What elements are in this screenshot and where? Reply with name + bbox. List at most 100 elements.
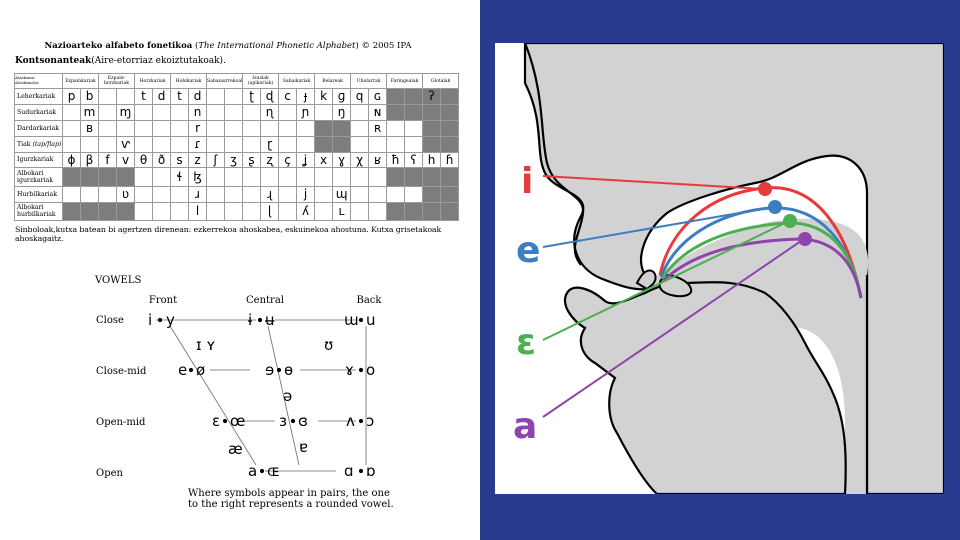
symbol-cell	[314, 201, 334, 222]
row-label-text: Igurzkariak	[17, 156, 54, 164]
col-header: Izuslak (apikariak)	[242, 73, 280, 89]
vowel-unrounded: e	[178, 361, 187, 379]
symbol-cell: θ	[134, 151, 154, 169]
symbol-cell: j	[296, 185, 316, 203]
ipa-title: Nazioarteko alfabeto fonetikoa (The Inte…	[0, 41, 456, 51]
consonant-header-row: Ahoskunea Ahoskamolea Ezpainkariak Ezpai…	[14, 73, 460, 89]
symbol-cell: ʕ	[404, 151, 424, 169]
symbol-cell	[440, 167, 460, 187]
symbol-cell	[422, 167, 442, 187]
symbol-cell: ʁ	[368, 151, 388, 169]
vowel-dot	[290, 418, 296, 424]
symbol-cell: c	[278, 88, 298, 105]
row-close-label: Close	[96, 315, 124, 326]
symbol-cell	[350, 119, 370, 137]
symbol-cell	[134, 201, 154, 222]
mouth-diagram-frame: i e ɛ a	[495, 43, 944, 494]
vowel-schwa: ə	[283, 387, 292, 405]
vowel-dot	[358, 418, 364, 424]
symbol-cell	[224, 185, 244, 203]
vowel-rounded: œ	[230, 412, 245, 430]
symbol-cell: ɢ	[368, 88, 388, 105]
label-e: e	[516, 230, 540, 271]
col-header: Sabaiaurrekoak	[206, 73, 244, 89]
symbol-cell	[440, 135, 460, 153]
symbol-cell	[98, 135, 117, 153]
trapezium-lines	[156, 319, 367, 472]
consonant-row: Sudurkariak m ɱ n ɳ ɲ ŋ ɴ	[14, 103, 460, 121]
symbol-cell	[314, 185, 334, 203]
symbol-cell	[170, 103, 190, 121]
vowel-unrounded: ɯ	[344, 311, 359, 329]
col-header: Belareak	[314, 73, 352, 89]
symbol-cell	[206, 103, 226, 121]
vowel-dot	[358, 468, 364, 474]
row-label-note: (tap/flap)	[32, 140, 62, 148]
symbol-cell: x	[314, 151, 334, 169]
symbol-cell	[224, 103, 244, 121]
col-central-label: Central	[246, 295, 284, 306]
symbol-cell	[278, 167, 298, 187]
symbol-cell: ɬ	[170, 167, 190, 187]
table-corner: Ahoskunea Ahoskamolea	[14, 73, 63, 89]
row-label-text: Hurbilkariak	[17, 190, 58, 198]
pointer-a	[542, 238, 805, 418]
symbol-cell: ɽ	[260, 135, 280, 153]
symbol-cell	[206, 167, 226, 187]
symbol-cell	[404, 185, 424, 203]
symbol-cell	[404, 103, 424, 121]
symbol-cell: ɡ	[332, 88, 352, 105]
consonant-row: Albokari hurbilkariak l ɭ ʎ ʟ	[14, 201, 460, 222]
symbol-cell	[224, 201, 244, 222]
row-label-text: Albokari hurbilkariak	[17, 204, 56, 219]
vowel-trapezium: VOWELS Front Central Back Close Close-mi…	[94, 275, 383, 480]
consonants-heading-rest: (Aire-etorriaz ekoiztutakoak).	[91, 56, 226, 66]
vowels-heading: VOWELS	[94, 275, 141, 286]
symbol-cell: ɮ	[188, 167, 208, 187]
symbol-cell: k	[314, 88, 334, 105]
corner-bottom-label: Ahoskamolea	[15, 81, 39, 85]
symbol-cell	[206, 88, 226, 105]
symbol-cell	[368, 185, 388, 203]
symbol-cell	[278, 201, 298, 222]
symbol-cell	[242, 119, 262, 137]
symbol-cell	[134, 185, 154, 203]
col-header: Sabaikariak	[278, 73, 316, 89]
vowel-dot	[257, 317, 263, 323]
ipa-title-paren-open: (	[195, 41, 199, 51]
row-label: Leherkariak	[14, 88, 63, 105]
vowel-rounded: u	[366, 311, 376, 329]
symbol-cell	[62, 167, 81, 187]
col-header: Ezpain-horzkariak	[97, 73, 136, 89]
row-label-text: Sudurkariak	[17, 108, 56, 116]
symbol-cell: ɰ	[332, 185, 352, 203]
symbol-cell	[386, 167, 406, 187]
symbol-cell	[134, 119, 154, 137]
symbol-cell	[386, 135, 406, 153]
vowel-rounded: ɒ	[366, 462, 376, 480]
symbol-cell	[332, 135, 352, 153]
symbol-cell: ʂ	[242, 151, 262, 169]
symbol-cell	[80, 167, 99, 187]
symbol-cell	[152, 185, 172, 203]
symbol-cell	[260, 119, 280, 137]
row-label: Tiak (tap/flap)	[14, 135, 63, 153]
symbol-cell	[242, 103, 262, 121]
symbol-cell	[422, 119, 442, 137]
label-a: a	[513, 406, 537, 447]
symbol-cell	[115, 201, 136, 222]
symbol-cell	[440, 185, 460, 203]
symbol-cell	[404, 88, 424, 105]
symbol-cell	[170, 201, 190, 222]
symbol-cell	[98, 185, 117, 203]
symbol-cell	[152, 119, 172, 137]
row-label: Dardarkariak	[14, 119, 63, 137]
symbol-cell	[62, 135, 81, 153]
symbol-cell	[152, 167, 172, 187]
symbol-cell	[350, 103, 370, 121]
symbol-cell	[368, 167, 388, 187]
symbol-cell: ɦ	[440, 151, 460, 169]
symbol-cell	[62, 185, 81, 203]
row-label-text: Leherkariak	[17, 92, 56, 100]
col-back-label: Back	[357, 295, 383, 306]
